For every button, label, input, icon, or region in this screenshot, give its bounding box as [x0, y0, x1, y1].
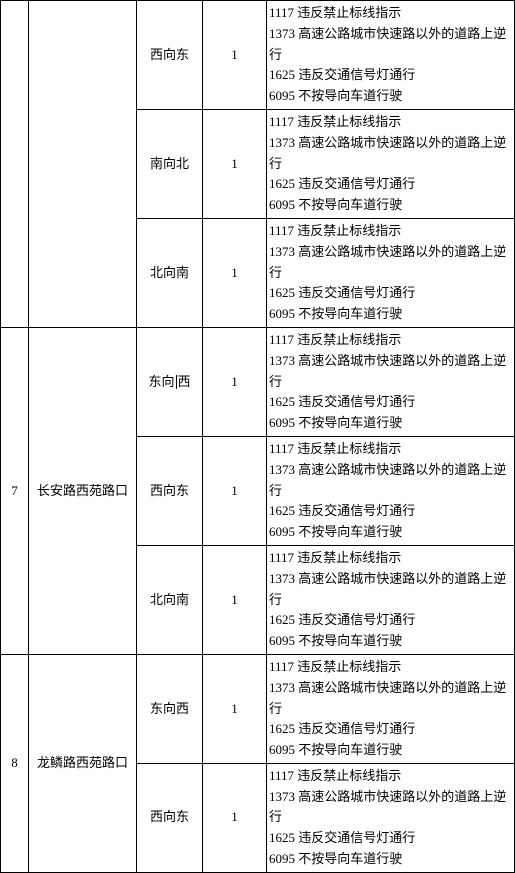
violation-line: 6095 不按导向车道行驶 [269, 88, 402, 103]
violation-line: 1117 违反禁止标线指示 [269, 550, 401, 565]
violation-line: 1373 高速公路城市快速路以外的道路上逆行 [269, 135, 506, 171]
table-row: 西向东11117 违反禁止标线指示1373 高速公路城市快速路以外的道路上逆行1… [1, 1, 515, 110]
violation-line: 6095 不按导向车道行驶 [269, 633, 402, 648]
direction-text-post: 西 [178, 374, 191, 389]
count-cell: 1 [203, 1, 267, 110]
violation-description: 1117 违反禁止标线指示 1373 高速公路城市快速路以外的道路上逆行 1625 … [267, 545, 515, 654]
direction-cell: 西向东 [137, 436, 203, 545]
violation-line: 1117 违反禁止标线指示 [269, 332, 401, 347]
violation-line: 1373 高速公路城市快速路以外的道路上逆行 [269, 353, 506, 389]
violation-line: 1117 违反禁止标线指示 [269, 223, 401, 238]
count-cell: 1 [203, 763, 267, 872]
violation-line: 1625 违反交通信号灯通行 [269, 176, 415, 191]
violation-line: 1373 高速公路城市快速路以外的道路上逆行 [269, 571, 506, 607]
direction-cell: 北向南 [137, 545, 203, 654]
table-row: 8龙鳞路西苑路口东向西11117 违反禁止标线指示1373 高速公路城市快速路以… [1, 654, 515, 763]
row-index: 7 [1, 327, 29, 654]
row-index: 8 [1, 654, 29, 872]
violation-line: 1373 高速公路城市快速路以外的道路上逆行 [269, 26, 506, 62]
violation-line: 1625 违反交通信号灯通行 [269, 612, 415, 627]
violation-line: 6095 不按导向车道行驶 [269, 306, 402, 321]
violation-line: 1373 高速公路城市快速路以外的道路上逆行 [269, 789, 506, 825]
violation-line: 1373 高速公路城市快速路以外的道路上逆行 [269, 462, 506, 498]
violation-line: 6095 不按导向车道行驶 [269, 524, 402, 539]
violation-description: 1117 违反禁止标线指示 1373 高速公路城市快速路以外的道路上逆行 1625 … [267, 763, 515, 872]
violation-line: 1625 违反交通信号灯通行 [269, 394, 415, 409]
direction-text-pre: 东向 [148, 374, 174, 389]
violations-table: 西向东11117 违反禁止标线指示1373 高速公路城市快速路以外的道路上逆行1… [0, 0, 515, 873]
direction-cell: 西向东 [137, 763, 203, 872]
count-cell: 1 [203, 327, 267, 436]
direction-cell: 西向东 [137, 1, 203, 110]
text-cursor-icon [176, 375, 177, 389]
violation-line: 6095 不按导向车道行驶 [269, 415, 402, 430]
violation-line: 1117 违反禁止标线指示 [269, 441, 401, 456]
count-cell: 1 [203, 218, 267, 327]
count-cell: 1 [203, 109, 267, 218]
violation-line: 1625 违反交通信号灯通行 [269, 721, 415, 736]
direction-cell: 东向西 [137, 654, 203, 763]
row-index [1, 1, 29, 328]
violation-line: 1625 违反交通信号灯通行 [269, 830, 415, 845]
location-cell: 龙鳞路西苑路口 [29, 654, 137, 872]
table-row: 7长安路西苑路口东向西11117 违反禁止标线指示1373 高速公路城市快速路以… [1, 327, 515, 436]
violation-description: 1117 违反禁止标线指示 1373 高速公路城市快速路以外的道路上逆行 1625 … [267, 436, 515, 545]
violation-line: 1117 违反禁止标线指示 [269, 768, 401, 783]
violation-line: 1625 违反交通信号灯通行 [269, 67, 415, 82]
violation-line: 1117 违反禁止标线指示 [269, 5, 401, 20]
violation-description: 1117 违反禁止标线指示 1373 高速公路城市快速路以外的道路上逆行 1625 … [267, 327, 515, 436]
location-cell [29, 1, 137, 328]
violation-line: 1373 高速公路城市快速路以外的道路上逆行 [269, 680, 506, 716]
violation-description: 1117 违反禁止标线指示 1373 高速公路城市快速路以外的道路上逆行 1625 … [267, 109, 515, 218]
violation-description: 1117 违反禁止标线指示 1373 高速公路城市快速路以外的道路上逆行 1625 … [267, 218, 515, 327]
direction-cell: 北向南 [137, 218, 203, 327]
violation-description: 1117 违反禁止标线指示 1373 高速公路城市快速路以外的道路上逆行 1625 … [267, 1, 515, 110]
violation-line: 1625 违反交通信号灯通行 [269, 285, 415, 300]
violation-line: 6095 不按导向车道行驶 [269, 742, 402, 757]
violation-line: 1373 高速公路城市快速路以外的道路上逆行 [269, 244, 506, 280]
violation-line: 6095 不按导向车道行驶 [269, 197, 402, 212]
direction-cell: 南向北 [137, 109, 203, 218]
violation-line: 1117 违反禁止标线指示 [269, 659, 401, 674]
location-cell: 长安路西苑路口 [29, 327, 137, 654]
count-cell: 1 [203, 654, 267, 763]
violation-description: 1117 违反禁止标线指示 1373 高速公路城市快速路以外的道路上逆行 1625 … [267, 654, 515, 763]
violation-line: 1625 违反交通信号灯通行 [269, 503, 415, 518]
violation-line: 6095 不按导向车道行驶 [269, 851, 402, 866]
count-cell: 1 [203, 545, 267, 654]
count-cell: 1 [203, 436, 267, 545]
direction-cell: 东向西 [137, 327, 203, 436]
violation-line: 1117 违反禁止标线指示 [269, 114, 401, 129]
